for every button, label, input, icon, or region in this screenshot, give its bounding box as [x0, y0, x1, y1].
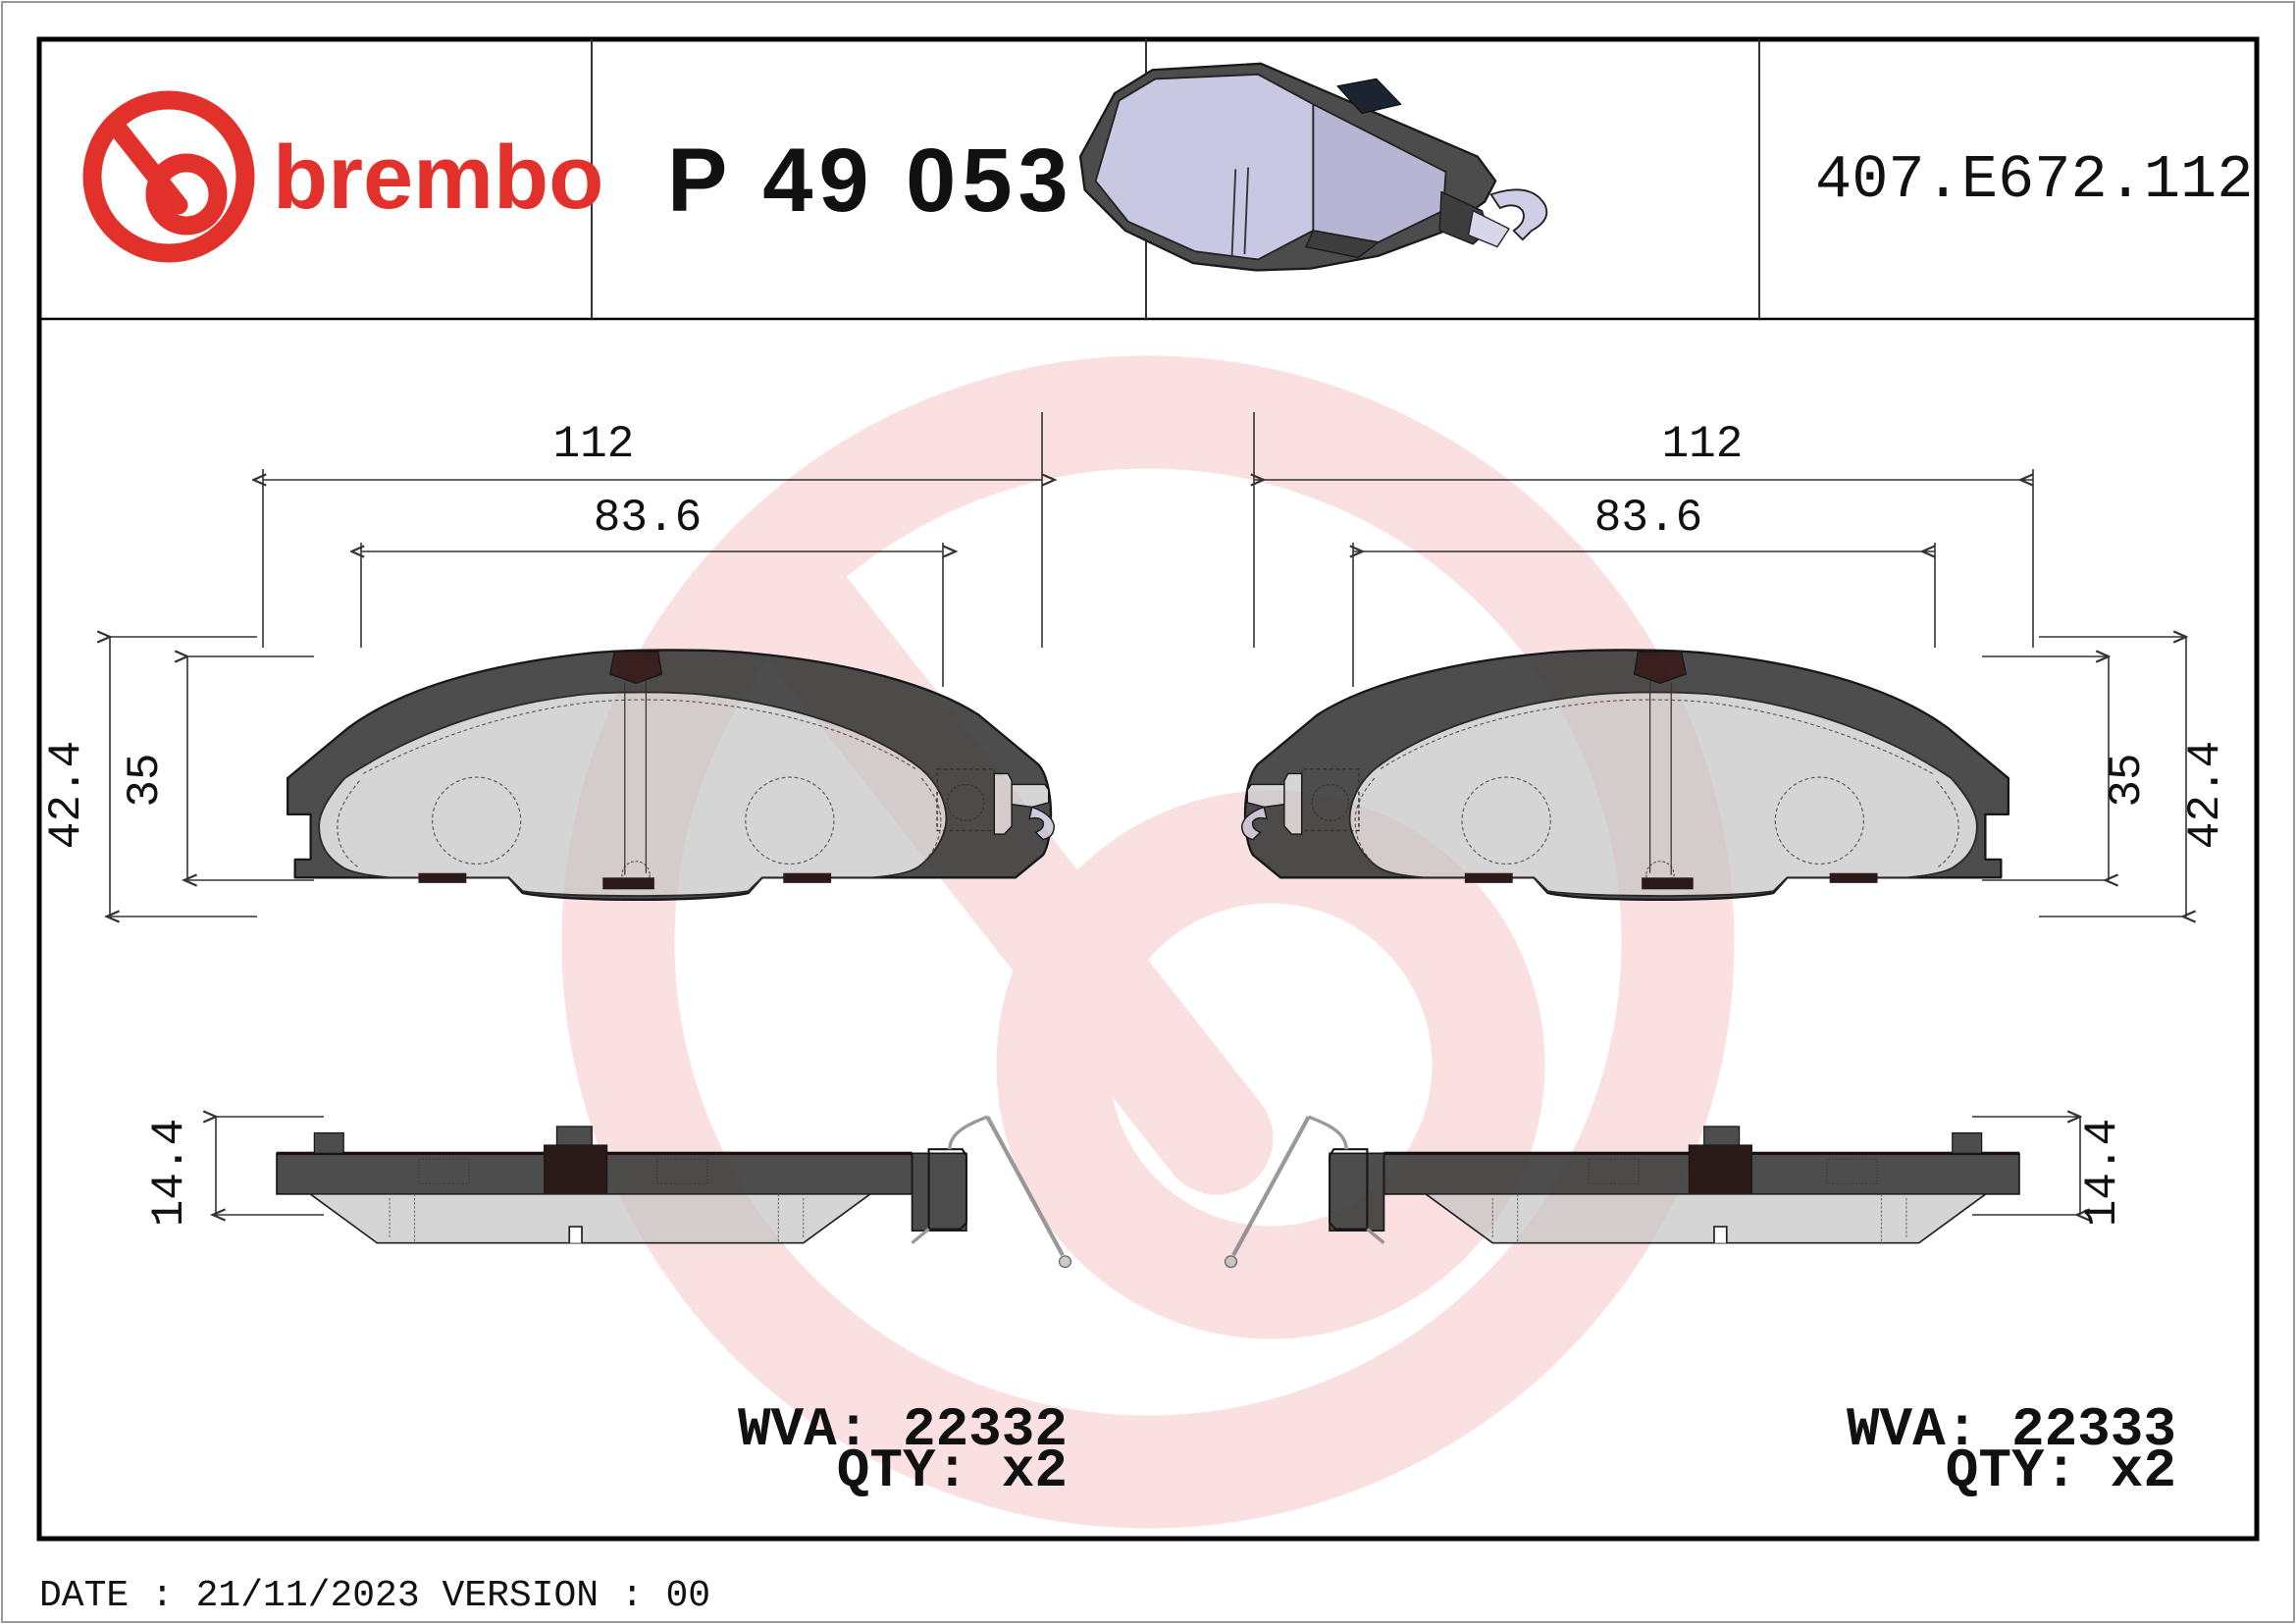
svg-text:QTY: x2: QTY: x2 — [1946, 1440, 2176, 1502]
svg-text:14.4: 14.4 — [2077, 1119, 2128, 1227]
svg-text:P 49 053: P 49 053 — [667, 131, 1074, 231]
svg-text:brembo: brembo — [273, 128, 603, 228]
svg-text:112: 112 — [553, 419, 635, 470]
svg-text:35: 35 — [2102, 753, 2153, 807]
svg-text:42.4: 42.4 — [41, 741, 92, 849]
svg-text:42.4: 42.4 — [2180, 741, 2231, 849]
svg-text:DATE : 21/11/2023 VERSION : 00: DATE : 21/11/2023 VERSION : 00 — [39, 1575, 710, 1617]
svg-text:407.E672.112: 407.E672.112 — [1815, 145, 2253, 215]
svg-text:83.6: 83.6 — [1594, 493, 1702, 544]
svg-text:112: 112 — [1662, 419, 1744, 470]
svg-text:35: 35 — [120, 753, 171, 807]
svg-text:14.4: 14.4 — [144, 1119, 195, 1227]
svg-text:QTY: x2: QTY: x2 — [837, 1440, 1068, 1502]
svg-text:83.6: 83.6 — [594, 493, 702, 544]
